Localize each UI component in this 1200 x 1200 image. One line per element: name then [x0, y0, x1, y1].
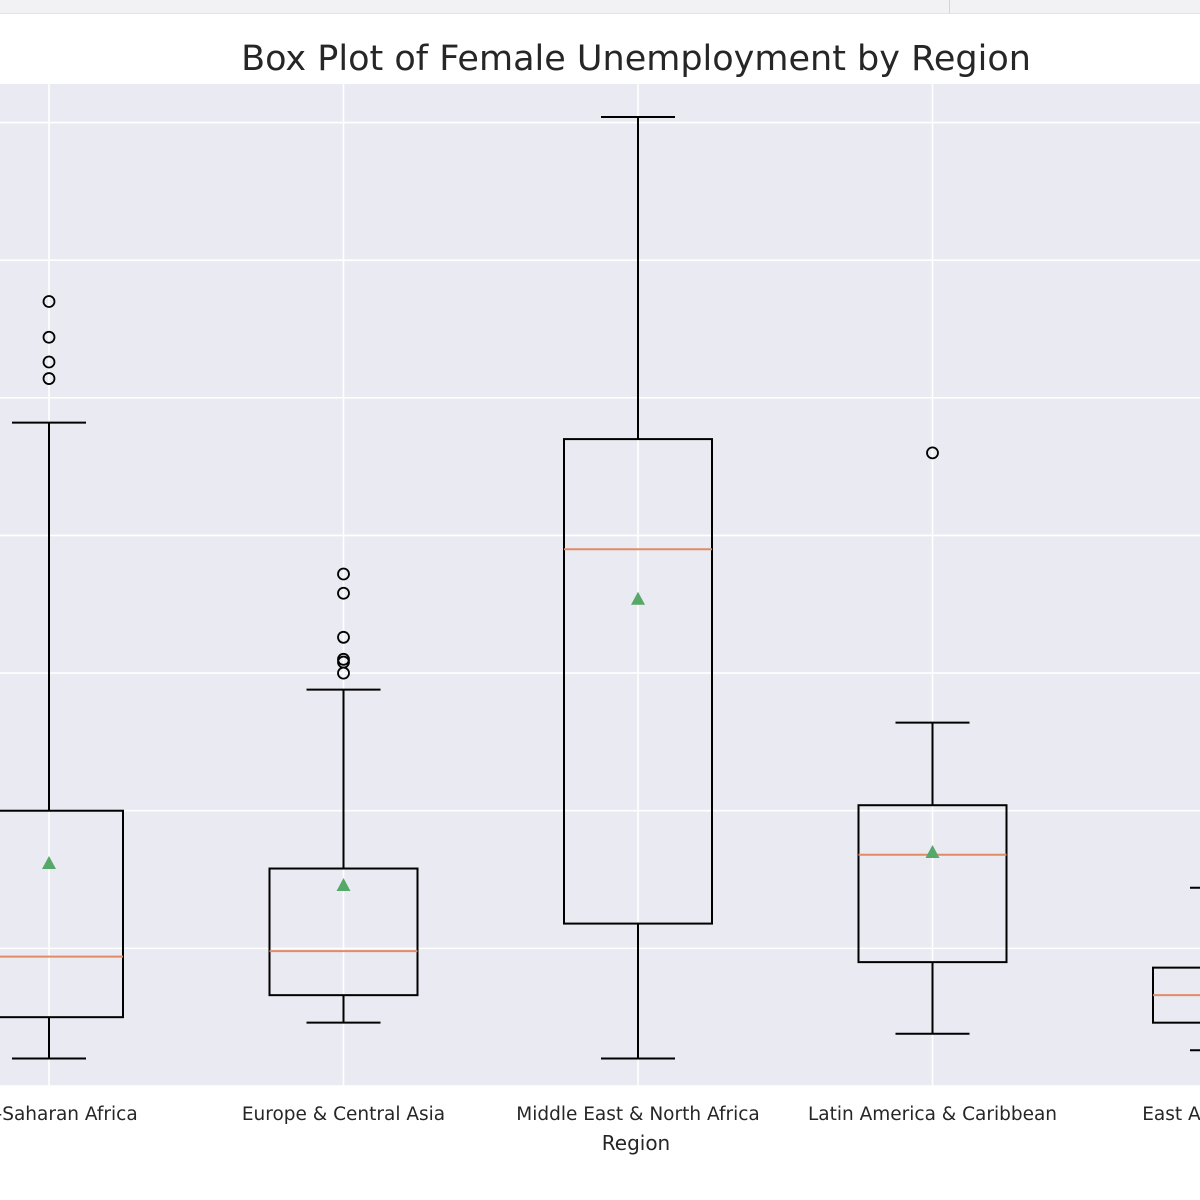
plot-area	[0, 84, 1200, 1086]
outlier-point	[42, 330, 56, 344]
outlier-point	[337, 630, 350, 644]
box-group	[563, 116, 713, 1060]
iqr-box	[0, 809, 124, 1019]
outlier-point	[42, 295, 56, 308]
box-group	[857, 446, 1008, 1035]
outlier-point	[42, 372, 56, 385]
mean-marker	[925, 845, 940, 859]
box-group	[268, 567, 419, 1024]
mean-marker	[336, 878, 351, 892]
iqr-box	[857, 804, 1008, 964]
box-group	[0, 295, 124, 1060]
x-tick-label: Middle East & North Africa	[516, 1104, 759, 1125]
outlier-point	[337, 652, 350, 666]
x-tick-label: Sub-Saharan Africa	[0, 1104, 138, 1125]
box-plot-marks	[0, 116, 1200, 1060]
iqr-box	[268, 867, 419, 997]
outlier-point	[337, 567, 350, 581]
outlier-point	[337, 586, 350, 600]
x-tick-label: Europe & Central Asia	[242, 1104, 445, 1125]
box-group	[1152, 886, 1200, 1052]
x-tick-labels: Sub-Saharan Africa Europe & Central Asia M…	[0, 1104, 1200, 1125]
chart-title: Box Plot of Female Unemployment by Regio…	[241, 39, 1031, 79]
outlier-point	[926, 446, 939, 460]
window-top-strip	[0, 0, 1200, 14]
x-tick-label: East Asia & Pacific	[1142, 1104, 1200, 1125]
iqr-box	[563, 438, 713, 925]
mean-marker	[631, 591, 645, 605]
mean-marker	[42, 856, 56, 870]
x-tick-label: Latin America & Caribbean	[808, 1104, 1057, 1125]
outlier-point	[42, 355, 56, 369]
toolbar-separator	[949, 0, 950, 13]
x-axis-label: Region	[602, 1131, 670, 1155]
